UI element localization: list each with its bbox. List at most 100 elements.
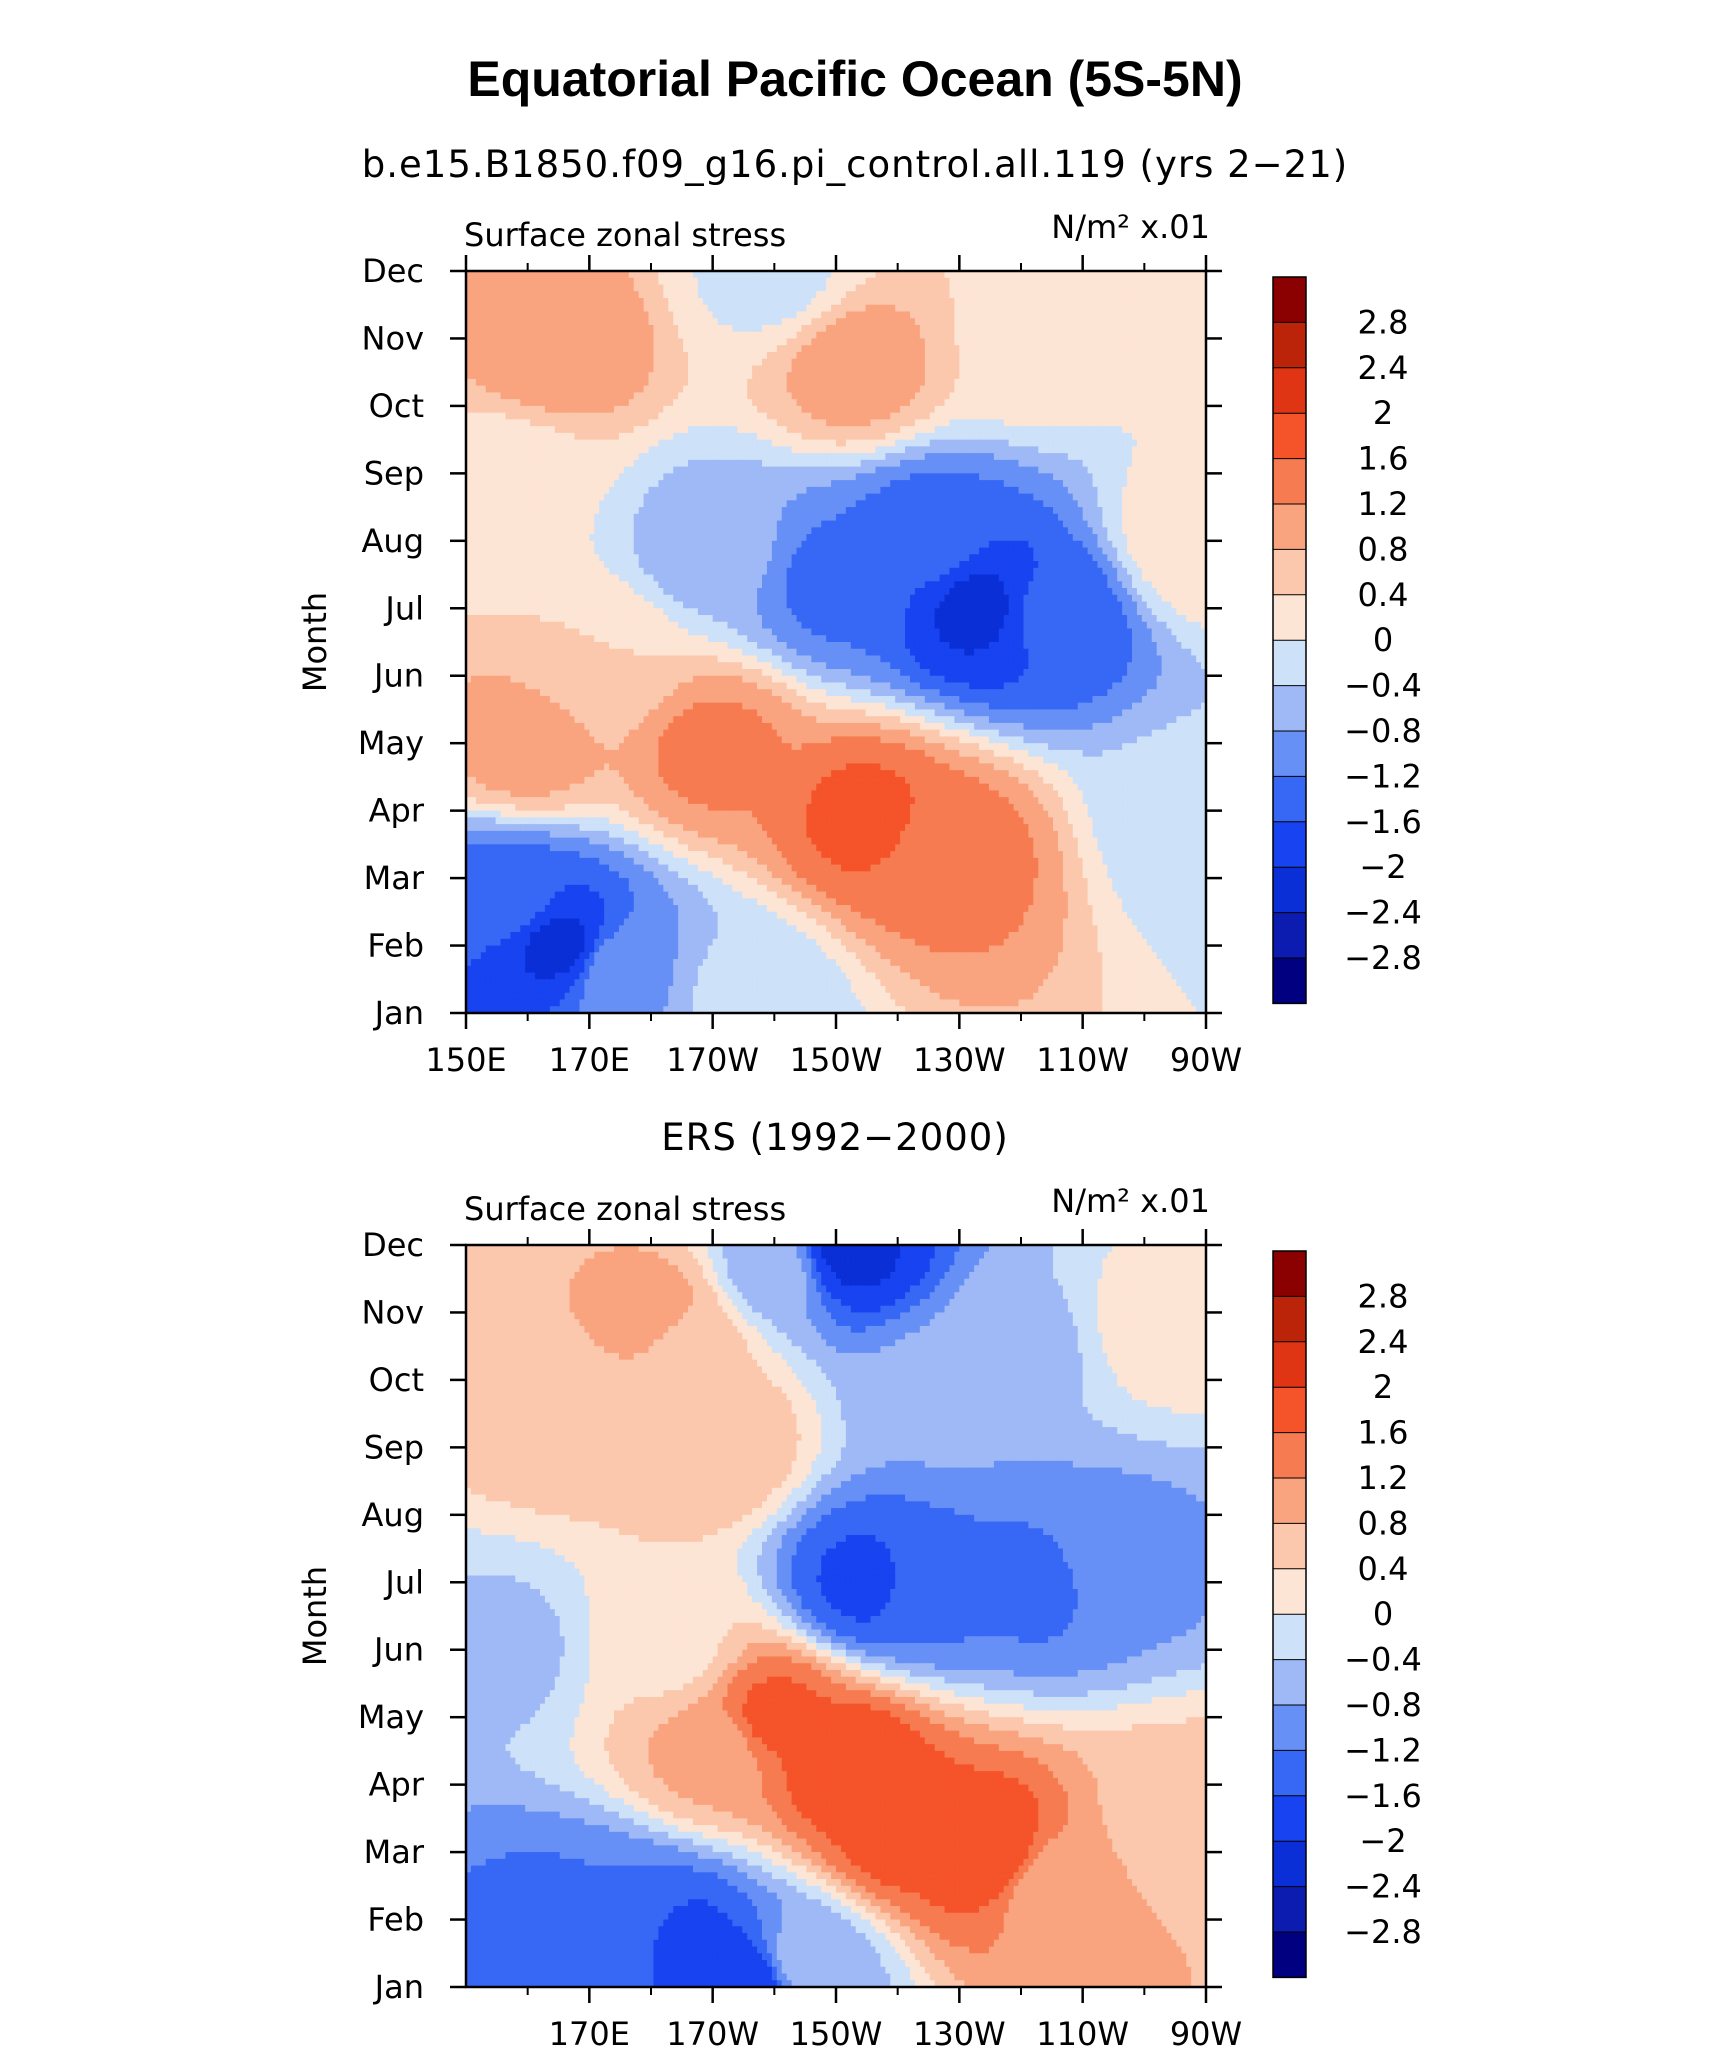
contour-cell (697, 372, 704, 380)
contour-cell (594, 385, 600, 394)
contour-cell (1033, 392, 1039, 400)
contour-cell (860, 351, 867, 360)
contour-cell (762, 399, 768, 407)
contour-cell (692, 446, 699, 454)
contour-cell (623, 459, 630, 468)
contour-cell (959, 419, 965, 427)
contour-cell (490, 426, 497, 434)
contour-cell (470, 432, 477, 441)
contour-cell (1092, 459, 1099, 468)
contour-cell (762, 271, 768, 279)
contour-cell (648, 378, 655, 387)
contour-cell (510, 426, 517, 434)
contour-cell (944, 459, 951, 468)
contour-cell (860, 385, 867, 394)
contour-cell (998, 419, 1005, 427)
contour-cell (569, 365, 576, 373)
contour-cell (929, 412, 936, 421)
contour-cell (1122, 331, 1128, 340)
contour-cell (1043, 480, 1049, 488)
contour-cell (525, 358, 531, 367)
contour-cell (466, 277, 472, 286)
contour-cell (954, 453, 961, 461)
contour-cell (1122, 385, 1128, 394)
contour-cell (1097, 351, 1104, 360)
contour-cell (1191, 486, 1197, 495)
contour-cell (1176, 419, 1183, 427)
contour-cell (668, 358, 674, 367)
contour-cell (1161, 331, 1168, 340)
contour-cell (569, 358, 576, 367)
contour-cell (860, 331, 867, 340)
contour-cell (702, 399, 709, 407)
contour-cell (910, 459, 916, 468)
contour-cell (1058, 385, 1064, 394)
contour-cell (584, 291, 591, 299)
contour-cell (1003, 378, 1010, 387)
contour-cell (910, 385, 916, 394)
contour-cell (579, 439, 586, 448)
contour-cell (860, 311, 867, 319)
contour-cell (727, 372, 734, 380)
contour-cell (1087, 365, 1094, 373)
contour-cell (791, 439, 798, 448)
contour-cell (1043, 338, 1049, 346)
contour-cell (811, 399, 817, 407)
contour-cell (589, 291, 595, 299)
contour-cell (1166, 453, 1173, 461)
contour-cell (480, 271, 487, 279)
contour-cell (584, 480, 591, 488)
contour-cell (673, 459, 679, 468)
contour-cell (1181, 271, 1187, 279)
contour-cell (865, 446, 872, 454)
contour-cell (840, 486, 847, 495)
contour-cell (737, 399, 743, 407)
contour-cell (737, 405, 743, 414)
contour-cell (880, 331, 887, 340)
contour-cell (895, 486, 901, 495)
contour-cell (885, 277, 891, 286)
contour-cell (525, 338, 531, 346)
contour-cell (584, 331, 591, 340)
contour-cell (988, 331, 995, 340)
contour-cell (895, 271, 901, 279)
contour-cell (1028, 486, 1035, 495)
contour-cell (683, 473, 689, 481)
contour-cell (535, 405, 541, 414)
contour-cell (1151, 432, 1158, 441)
contour-cell (831, 338, 837, 346)
contour-cell (564, 486, 571, 495)
contour-cell (520, 432, 526, 441)
contour-cell (860, 405, 867, 414)
contour-cell (648, 324, 655, 333)
contour-cell (702, 466, 709, 475)
contour-cell (1196, 459, 1202, 468)
contour-cell (1043, 419, 1049, 427)
contour-cell (707, 271, 714, 279)
contour-cell (786, 365, 793, 373)
contour-cell (569, 378, 576, 387)
contour-cell (702, 385, 709, 394)
contour-cell (781, 318, 788, 326)
contour-cell (1072, 277, 1079, 286)
contour-cell (1102, 271, 1109, 279)
contour-cell (1127, 453, 1133, 461)
contour-cell (515, 480, 521, 488)
contour-cell (860, 297, 867, 306)
contour-cell (1082, 358, 1089, 367)
contour-cell (850, 453, 857, 461)
contour-cell (998, 399, 1005, 407)
contour-cell (564, 446, 571, 454)
contour-cell (658, 453, 665, 461)
contour-cell (1112, 473, 1118, 481)
contour-cell (618, 358, 625, 367)
contour-cell (905, 351, 911, 360)
contour-cell (702, 459, 709, 468)
contour-cell (510, 318, 517, 326)
contour-cell (466, 372, 472, 380)
contour-cell (969, 277, 975, 286)
contour-cell (1107, 358, 1113, 367)
contour-cell (1048, 432, 1054, 441)
contour-cell (1191, 473, 1197, 481)
contour-cell (485, 291, 492, 299)
